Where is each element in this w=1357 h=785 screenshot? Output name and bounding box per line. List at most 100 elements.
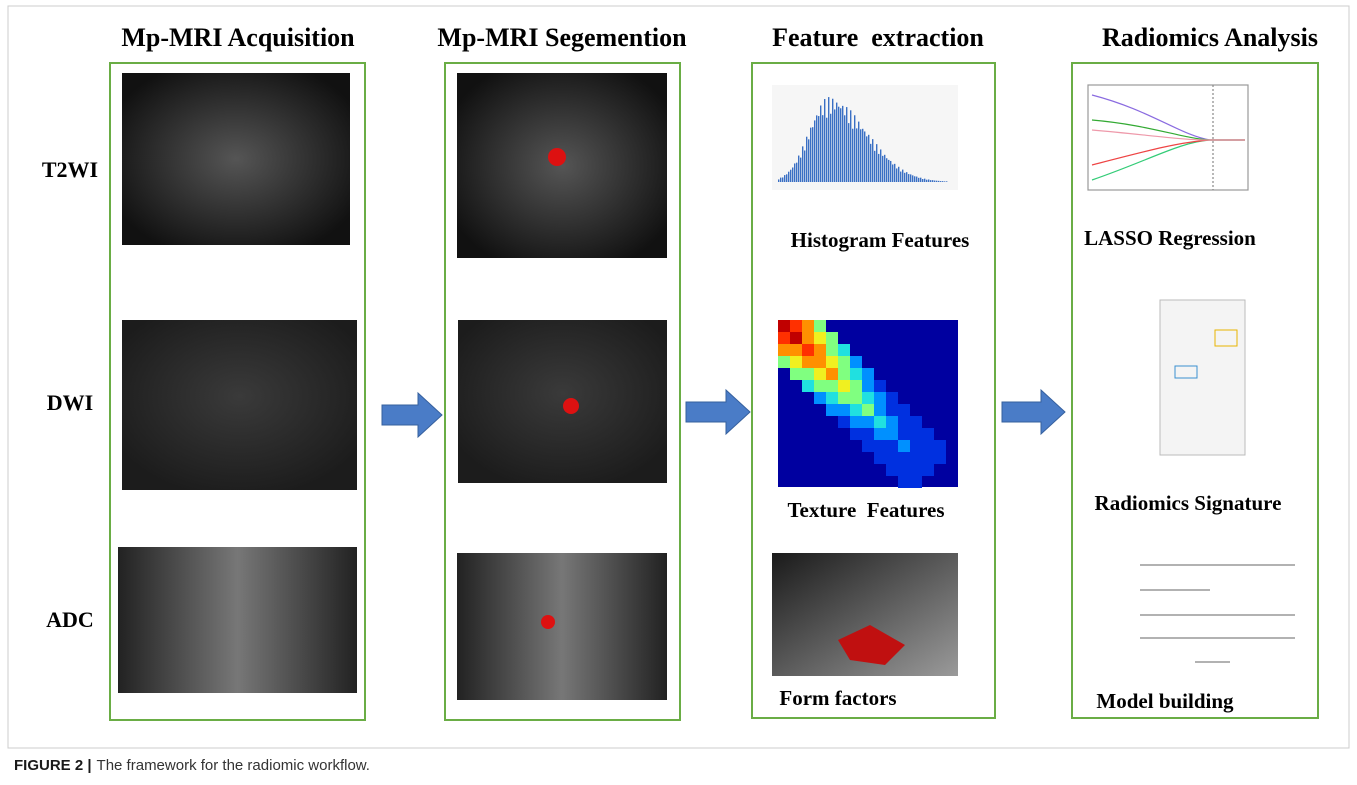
signature-plot xyxy=(1160,300,1245,455)
histogram-bar xyxy=(906,172,907,182)
histogram-bar xyxy=(858,122,859,182)
histogram-bar xyxy=(838,107,839,182)
texture-cell xyxy=(802,368,814,380)
histogram-bar xyxy=(894,164,895,182)
texture-cell xyxy=(802,320,814,332)
histogram-bar xyxy=(936,181,937,182)
texture-cell xyxy=(910,428,922,440)
column-title: Radiomics Analysis xyxy=(1102,23,1318,52)
texture-cell xyxy=(886,392,898,404)
histogram-bar xyxy=(904,173,905,182)
histogram-bar xyxy=(942,181,943,182)
texture-cell xyxy=(850,392,862,404)
histogram-bar xyxy=(856,128,857,182)
texture-cell xyxy=(814,380,826,392)
panel-label: Texture Features xyxy=(787,498,944,522)
histogram-bar xyxy=(912,175,913,182)
panel-label: Form factors xyxy=(779,686,896,710)
texture-cell xyxy=(898,440,910,452)
texture-cell xyxy=(814,392,826,404)
texture-cell xyxy=(802,332,814,344)
texture-cell xyxy=(826,380,838,392)
histogram-bar xyxy=(910,174,911,182)
histogram-bar xyxy=(870,144,871,182)
arrow xyxy=(686,390,750,434)
histogram-bar xyxy=(794,163,795,182)
texture-cell xyxy=(910,452,922,464)
histogram-bar xyxy=(860,129,861,182)
histogram-bar xyxy=(818,116,819,182)
texture-cell xyxy=(898,404,910,416)
texture-cell xyxy=(886,464,898,476)
texture-cell xyxy=(862,404,874,416)
texture-cell xyxy=(802,344,814,356)
histogram-bar xyxy=(790,170,791,182)
histogram-bar xyxy=(884,155,885,182)
texture-cell xyxy=(814,320,826,332)
texture-cell xyxy=(838,380,850,392)
texture-cell xyxy=(874,392,886,404)
histogram-bar xyxy=(914,176,915,182)
texture-cell xyxy=(838,404,850,416)
histogram-bar xyxy=(806,137,807,182)
mri-image xyxy=(122,73,350,245)
texture-cell xyxy=(814,332,826,344)
texture-cell xyxy=(874,440,886,452)
texture-cell xyxy=(862,368,874,380)
figure: Mp-MRI Acquisition Mp-MRI Segemention Fe… xyxy=(0,0,1357,785)
histogram-bar xyxy=(826,118,827,182)
texture-cell xyxy=(838,416,850,428)
histogram-bar xyxy=(880,149,881,182)
histogram-bar xyxy=(932,180,933,182)
texture-cell xyxy=(862,428,874,440)
histogram-bar xyxy=(850,110,851,182)
column-title: Mp-MRI Segemention xyxy=(437,23,687,52)
histogram-bar xyxy=(916,177,917,182)
texture-cell xyxy=(850,428,862,440)
histogram-bar xyxy=(814,120,815,182)
texture-cell xyxy=(910,440,922,452)
histogram-bar xyxy=(798,156,799,182)
histogram-bar xyxy=(844,115,845,182)
texture-cell xyxy=(778,332,790,344)
lesion xyxy=(548,148,566,166)
histogram-bar xyxy=(812,127,813,182)
histogram-bar xyxy=(896,168,897,182)
arrow xyxy=(382,393,442,437)
histogram-bar xyxy=(890,161,891,182)
texture-cell xyxy=(898,464,910,476)
texture-cell xyxy=(790,332,802,344)
row-label: T2WI xyxy=(42,157,98,182)
texture-cell xyxy=(802,356,814,368)
histogram-bar xyxy=(872,139,873,182)
histogram-bar xyxy=(926,180,927,182)
histogram-bar xyxy=(876,144,877,182)
histogram-bar xyxy=(820,105,821,182)
texture-cell xyxy=(838,344,850,356)
histogram-bar xyxy=(796,163,797,182)
texture-cell xyxy=(814,356,826,368)
caption-text: The framework for the radiomic workflow. xyxy=(97,757,370,774)
texture-cell xyxy=(898,476,910,488)
texture-cell xyxy=(838,356,850,368)
panel-label: Histogram Features xyxy=(791,228,970,252)
texture-cell xyxy=(874,380,886,392)
texture-cell xyxy=(826,344,838,356)
texture-cell xyxy=(874,416,886,428)
lesion xyxy=(541,615,555,629)
histogram-bar xyxy=(840,108,841,182)
histogram-bar xyxy=(854,115,855,182)
texture-cell xyxy=(874,428,886,440)
texture-cell xyxy=(886,452,898,464)
arrow xyxy=(1002,390,1065,434)
histogram-bar xyxy=(944,181,945,182)
texture-cell xyxy=(910,464,922,476)
caption: FIGURE 2 |The framework for the radiomic… xyxy=(14,757,370,774)
texture-cell xyxy=(886,404,898,416)
histogram-bar xyxy=(824,99,825,182)
histogram-bar xyxy=(784,175,785,182)
histogram-bar xyxy=(832,99,833,182)
texture-cell xyxy=(898,416,910,428)
texture-cell xyxy=(826,404,838,416)
histogram-bar xyxy=(816,115,817,182)
